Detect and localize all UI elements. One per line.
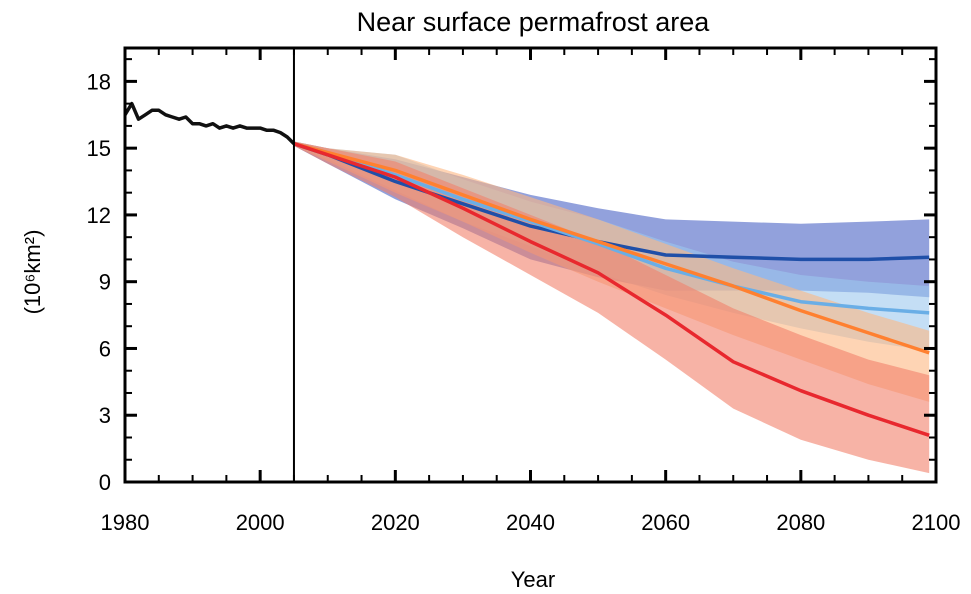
y-tick-label: 15 — [87, 136, 111, 161]
series-lines — [123, 101, 930, 437]
y-tick-label: 18 — [87, 69, 111, 94]
band-4 — [294, 141, 930, 474]
x-axis-title: Year — [511, 567, 555, 592]
y-tick-label: 0 — [99, 470, 111, 495]
y-axis-title: (10⁶km²) — [20, 230, 45, 315]
chart-title: Near surface permafrost area — [357, 7, 711, 37]
uncertainty-bands — [294, 141, 930, 474]
y-tick-label: 9 — [99, 270, 111, 295]
y-tick-labels: 0 3 6 9 12 15 18 — [87, 69, 111, 495]
x-tick-label: 2100 — [912, 510, 961, 535]
x-tick-label: 2040 — [506, 510, 555, 535]
x-tick-label: 2080 — [776, 510, 825, 535]
historical-line — [123, 101, 296, 145]
x-tick-label: 2060 — [641, 510, 690, 535]
y-tick-label: 3 — [99, 403, 111, 428]
axis-ticks — [123, 48, 938, 484]
y-tick-label: 6 — [99, 336, 111, 361]
y-tick-label: 12 — [87, 203, 111, 228]
x-tick-label: 2000 — [236, 510, 285, 535]
x-tick-labels: 1980 2000 2020 2040 2060 2080 2100 — [101, 510, 961, 535]
series-line-4 — [293, 142, 930, 437]
x-tick-label: 2020 — [371, 510, 420, 535]
series-line-3 — [293, 142, 930, 355]
x-tick-label: 1980 — [101, 510, 150, 535]
series-line-2 — [293, 142, 930, 315]
